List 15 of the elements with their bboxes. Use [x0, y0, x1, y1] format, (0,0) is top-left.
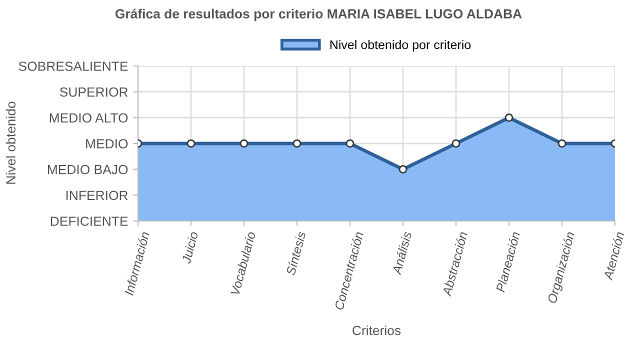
x-tick-label: Síntesis [286, 230, 306, 276]
legend-label: Nivel obtenido por criterio [330, 40, 471, 52]
x-axis-title: Criterios [352, 325, 401, 336]
category-label: MEDIO BAJO [48, 164, 128, 174]
category-label: MEDIO [86, 139, 128, 148]
x-tick-label: Análisis [391, 230, 412, 276]
category-label: MEDIO ALTO [50, 113, 128, 123]
category-label: DEFICIENTE [50, 216, 128, 226]
x-tick-label: Juicio [181, 231, 198, 264]
category-label: SUPERIOR [60, 87, 128, 97]
x-tick-label: Atención [602, 231, 624, 281]
text: Nivel obtenido [6, 102, 16, 184]
category-label: SOBRESALIENTE [18, 62, 128, 71]
chart-title: Gráfica de resultados por criterio MARIA ISABEL LUGO ALDABA [115, 8, 522, 22]
category-label: INFERIOR [66, 190, 128, 200]
